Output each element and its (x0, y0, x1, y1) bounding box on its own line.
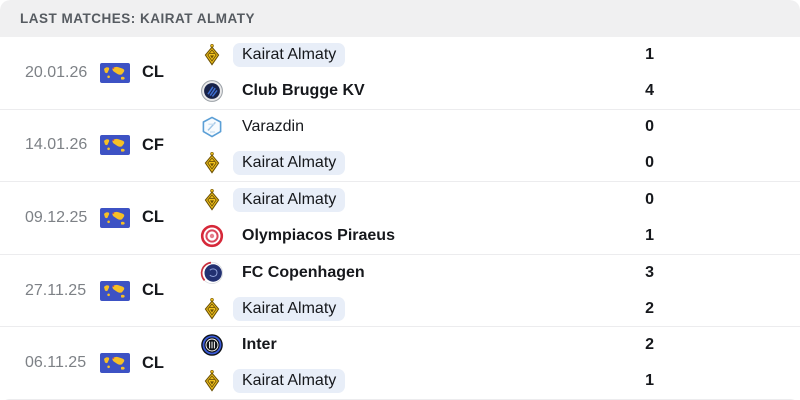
world-map-icon (100, 135, 130, 156)
team-line-away: Kairat Almaty 1 (200, 368, 654, 394)
team-line-home: Kairat Almaty 1 (200, 42, 654, 68)
match-date: 06.11.25 (25, 354, 87, 372)
team-score: 1 (645, 226, 654, 244)
team-line-away: Club Brugge KV 4 (200, 78, 654, 104)
match-teams: Inter 2 Kairat Almaty 1 (200, 332, 800, 394)
team-name: Varazdin (242, 118, 304, 136)
team-name: Inter (242, 336, 277, 354)
match-date: 14.01.26 (25, 136, 88, 154)
team-score: 2 (645, 336, 654, 354)
match-date: 27.11.25 (25, 281, 87, 299)
match-date: 09.12.25 (25, 208, 88, 226)
team-line-home: Inter 2 (200, 332, 654, 358)
team-score: 0 (645, 190, 654, 208)
match-teams: Kairat Almaty 0 Olympiacos Piraeus 1 (200, 187, 800, 249)
team-score: 1 (645, 372, 654, 390)
match-teams: FC Copenhagen 3 Kairat Almaty 2 (200, 260, 800, 322)
kairat-logo-icon (200, 43, 224, 67)
team-line-home: FC Copenhagen 3 (200, 260, 654, 286)
team-score: 2 (645, 299, 654, 317)
competition: CF (100, 135, 200, 156)
competition: CL (100, 62, 200, 83)
team-score: 3 (645, 263, 654, 281)
world-map-icon (100, 353, 130, 374)
team-score: 0 (645, 118, 654, 136)
team-score: 1 (645, 45, 654, 63)
team-name: Kairat Almaty (233, 187, 346, 212)
team-line-away: Kairat Almaty 2 (200, 296, 654, 322)
match-row[interactable]: 09.12.25 CL Kairat Almaty (0, 182, 800, 255)
team-name: Olympiacos Piraeus (242, 226, 395, 244)
team-name: Kairat Almaty (233, 42, 346, 67)
team-name: Kairat Almaty (233, 369, 346, 394)
competition-code: CL (142, 281, 164, 300)
world-map-icon (100, 280, 130, 301)
match-row[interactable]: 20.01.26 CL Kairat Almaty (0, 37, 800, 110)
brugge-logo-icon (200, 79, 224, 103)
competition: CL (100, 207, 200, 228)
world-map-icon (100, 62, 130, 83)
team-score: 0 (645, 154, 654, 172)
kairat-logo-icon (200, 297, 224, 321)
kairat-logo-icon (200, 188, 224, 212)
competition: CL (100, 280, 200, 301)
copenhagen-logo-icon (200, 261, 224, 285)
team-line-home: Kairat Almaty 0 (200, 187, 654, 213)
team-name: Club Brugge KV (242, 81, 365, 99)
team-name: Kairat Almaty (233, 151, 346, 176)
match-date: 20.01.26 (25, 63, 88, 81)
olympiacos-logo-icon (200, 224, 224, 248)
widget-title: LAST MATCHES: KAIRAT ALMATY (20, 11, 255, 26)
competition-code: CF (142, 135, 164, 154)
match-row[interactable]: 14.01.26 CF Varazdin 0 (0, 109, 800, 183)
varazdin-logo-icon (200, 115, 224, 139)
match-row[interactable]: 06.11.25 CL Inter 2 (0, 327, 800, 400)
team-name: FC Copenhagen (242, 263, 365, 281)
team-line-away: Olympiacos Piraeus 1 (200, 223, 654, 249)
team-line-away: Kairat Almaty 0 (200, 150, 654, 176)
kairat-logo-icon (200, 151, 224, 175)
match-teams: Varazdin 0 Kairat Almaty 0 (200, 114, 800, 176)
match-teams: Kairat Almaty 1 Club Brugge KV 4 (200, 42, 800, 104)
inter-logo-icon (200, 333, 224, 357)
world-map-icon (100, 207, 130, 228)
competition-code: CL (142, 208, 164, 227)
competition-code: CL (142, 353, 164, 372)
competition-code: CL (142, 63, 164, 82)
competition: CL (100, 353, 200, 374)
match-row[interactable]: 27.11.25 CL FC Copenhagen (0, 254, 800, 328)
team-line-home: Varazdin 0 (200, 114, 654, 140)
matches-list: 20.01.26 CL Kairat Almaty (0, 37, 800, 400)
kairat-logo-icon (200, 369, 224, 393)
widget-header: LAST MATCHES: KAIRAT ALMATY (0, 0, 800, 37)
team-name: Kairat Almaty (233, 296, 346, 321)
team-score: 4 (645, 81, 654, 99)
